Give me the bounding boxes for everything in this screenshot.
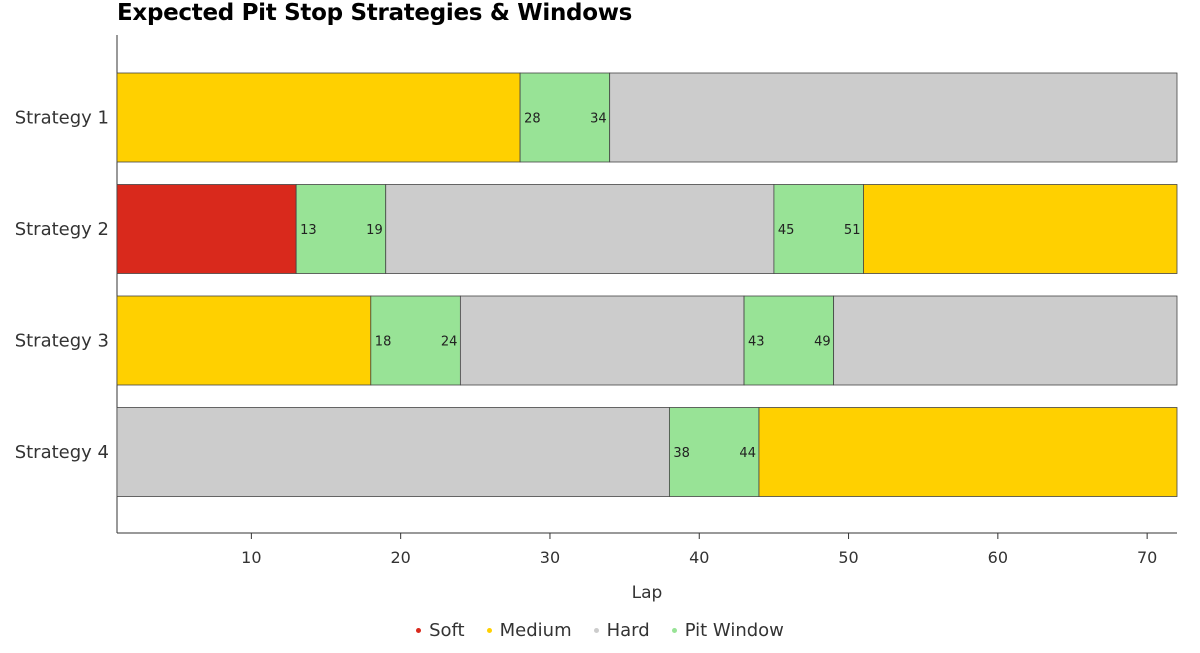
bar-segment-pit [295,184,387,274]
pit-window-start-label: 18 [375,335,392,350]
pit-window-end-label: 24 [441,335,458,350]
legend-item-pit: Pit Window [671,620,784,641]
pit-window-start-label: 45 [778,223,795,238]
x-axis-label: Lap [632,583,663,603]
legend-item-hard: Hard [593,620,650,641]
category-label: Strategy 4 [15,442,109,463]
chart-title: Expected Pit Stop Strategies & Windows [117,0,633,26]
bar-segment-pit [519,72,611,163]
bar-segment-pit [668,407,760,497]
pit-window-start-label: 38 [673,446,690,461]
legend-item-medium: Medium [486,620,572,641]
pit-window-end-label: 51 [844,223,861,238]
legend-marker-pit [671,628,677,633]
bar-segment-medium [116,72,521,163]
pit-window-start-label: 43 [748,335,765,350]
pit-window-end-label: 49 [814,335,831,350]
x-tick-label: 30 [540,548,560,567]
x-tick-label: 50 [838,548,858,567]
pit-window-start-label: 28 [524,112,541,127]
bar-segment-pit [773,184,864,274]
bar-segment-pit [743,295,835,386]
x-tick-label: 60 [988,548,1008,567]
pit-window-end-label: 34 [590,112,607,127]
legend: Soft Medium Hard Pit Window [0,620,1200,641]
bar-segment-hard [116,407,670,497]
pit-window-start-label: 13 [300,223,317,238]
category-label: Strategy 2 [15,219,109,240]
bar-segment-soft [116,184,297,274]
bar-segment-hard [385,184,775,274]
bar-segment-medium [863,184,1178,274]
category-label: Strategy 3 [15,331,109,352]
legend-marker-medium [486,628,492,633]
legend-label: Medium [499,620,572,641]
legend-marker-hard [593,628,599,633]
legend-label: Hard [606,620,650,641]
x-tick-label: 40 [689,548,709,567]
x-tick-label: 10 [241,548,261,567]
bar-segment-hard [459,295,745,386]
x-tick-label: 20 [390,548,410,567]
legend-label: Pit Window [684,620,784,641]
bar-segment-medium [758,407,1178,497]
x-tick-label: 70 [1137,548,1157,567]
pit-window-end-label: 19 [366,223,383,238]
bar-segment-medium [116,295,372,386]
bar-segment-pit [370,295,461,386]
pit-window-end-label: 44 [739,446,756,461]
legend-label: Soft [429,620,465,641]
legend-item-soft: Soft [416,620,465,641]
bar-segment-hard [833,295,1178,386]
legend-marker-soft [416,628,422,633]
category-label: Strategy 1 [15,108,109,129]
bar-segment-hard [609,72,1178,163]
